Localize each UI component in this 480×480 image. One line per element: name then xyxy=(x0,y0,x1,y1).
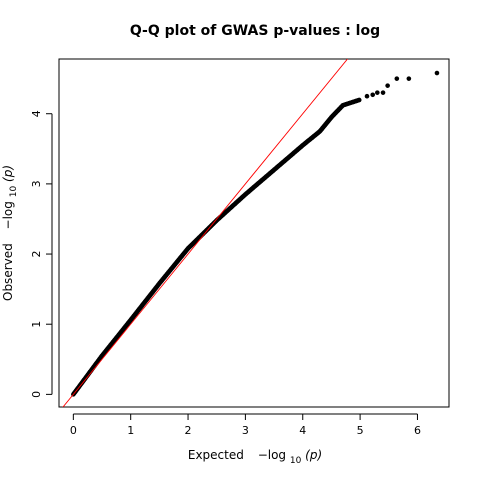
data-point xyxy=(356,97,362,103)
x-tick-label: 3 xyxy=(242,424,249,437)
tail-point xyxy=(406,76,412,81)
y-tick-label: 0 xyxy=(30,391,43,398)
tail-point xyxy=(385,83,390,88)
tail-point xyxy=(434,70,440,76)
x-axis-label-prefix: Expected xyxy=(188,448,244,462)
y-tick-label: 2 xyxy=(30,251,43,258)
y-axis-label-sub: 10 xyxy=(9,186,19,198)
x-axis-label-arg: (p) xyxy=(305,448,322,462)
x-axis: 0 1 2 3 4 5 6 xyxy=(70,413,421,437)
reference-line-layer xyxy=(62,59,349,407)
points-layer xyxy=(71,70,440,397)
x-tick-label: 0 xyxy=(70,424,77,437)
chart-title: Q-Q plot of GWAS p-values : log xyxy=(130,23,380,39)
y-tick-label: 4 xyxy=(30,110,43,117)
x-axis-label-math: −log xyxy=(258,448,286,462)
tail-point xyxy=(370,92,376,98)
y-axis-label-math: −log xyxy=(1,201,15,229)
tail-point xyxy=(380,90,386,95)
y-axis: 0 1 2 3 4 xyxy=(30,110,53,398)
reference-line xyxy=(62,59,349,407)
tail-point xyxy=(364,93,370,99)
plot-frame xyxy=(58,58,450,408)
y-tick-label: 3 xyxy=(30,180,43,187)
x-tick-label: 1 xyxy=(127,424,134,437)
x-tick-label: 4 xyxy=(299,424,306,437)
x-tick-label: 6 xyxy=(414,424,421,437)
x-axis-label: Expected −log 10 (p) xyxy=(188,448,322,466)
tail-point xyxy=(375,90,380,95)
x-tick-label: 5 xyxy=(357,424,364,437)
x-tick-label: 2 xyxy=(185,424,192,437)
y-tick-label: 1 xyxy=(30,321,43,328)
y-axis-label: Observed −log 10 (p) xyxy=(1,165,19,301)
x-axis-label-sub: 10 xyxy=(290,456,302,466)
tail-point xyxy=(394,76,400,81)
y-axis-label-prefix: Observed xyxy=(1,243,15,301)
y-axis-label-arg: (p) xyxy=(1,165,15,182)
